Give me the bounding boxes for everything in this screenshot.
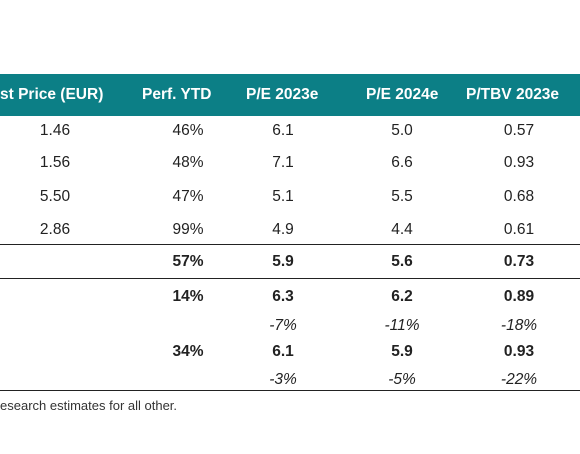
footnote: esearch estimates for all other. [0, 398, 178, 413]
cell-pe24: 6.2 [391, 288, 413, 305]
cell-pe23: 4.9 [272, 221, 294, 238]
cell-perf: 46% [172, 122, 204, 139]
divider-line [0, 278, 580, 279]
cell-pe23: 6.1 [272, 122, 294, 139]
cell-price: 2.86 [39, 221, 71, 238]
cell-pe24: 5.0 [391, 122, 413, 139]
header-ptbv-2023e: P/TBV 2023e [466, 86, 560, 103]
cell-pe23: 5.9 [272, 253, 294, 270]
cell-pe23: 6.3 [272, 288, 294, 305]
cell-ptbv: 0.57 [503, 122, 535, 139]
cell-perf: 14% [172, 288, 204, 305]
cell-perf: 34% [172, 343, 204, 360]
cell-pe23-diff: -7% [269, 317, 297, 334]
cell-pe23: 5.1 [272, 188, 294, 205]
cell-perf: 99% [172, 221, 204, 238]
header-price: st Price (EUR) [0, 86, 104, 103]
cell-pe24-diff: -11% [384, 317, 420, 334]
cell-pe23: 6.1 [272, 343, 294, 360]
cell-ptbv: 0.61 [503, 221, 535, 238]
cell-pe24: 6.6 [391, 154, 413, 171]
cell-ptbv: 0.93 [503, 343, 535, 360]
cell-price: 5.50 [39, 188, 71, 205]
table-header: st Price (EUR) Perf. YTD P/E 2023e P/E 2… [0, 74, 580, 116]
divider-line [0, 390, 580, 391]
cell-pe24: 5.9 [391, 343, 413, 360]
cell-ptbv: 0.68 [503, 188, 535, 205]
cell-perf: 57% [172, 253, 204, 270]
cell-perf: 47% [172, 188, 204, 205]
cell-ptbv-diff: -18% [500, 317, 538, 334]
cell-pe23-diff: -3% [269, 371, 297, 388]
header-pe-2024e: P/E 2024e [366, 86, 439, 103]
cell-ptbv: 0.93 [503, 154, 535, 171]
cell-price: 1.46 [39, 122, 71, 139]
header-pe-2023e: P/E 2023e [246, 86, 319, 103]
divider-line [0, 244, 580, 245]
cell-pe24-diff: -5% [388, 371, 416, 388]
cell-pe23: 7.1 [272, 154, 294, 171]
cell-ptbv: 0.73 [503, 253, 535, 270]
cell-ptbv-diff: -22% [500, 371, 538, 388]
cell-pe24: 4.4 [391, 221, 413, 238]
cell-price: 1.56 [39, 154, 71, 171]
cell-perf: 48% [172, 154, 204, 171]
cell-ptbv: 0.89 [503, 288, 535, 305]
cell-pe24: 5.5 [391, 188, 413, 205]
cell-pe24: 5.6 [391, 253, 413, 270]
header-perf-ytd: Perf. YTD [142, 86, 212, 103]
